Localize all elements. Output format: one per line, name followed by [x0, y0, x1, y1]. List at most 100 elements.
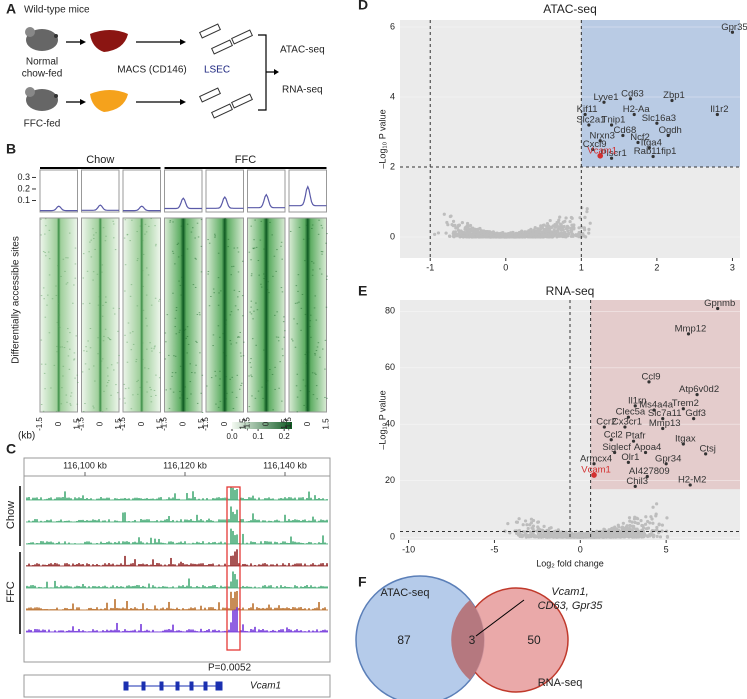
- heatmap-speck: [112, 307, 115, 309]
- heatmap-speck: [114, 249, 117, 251]
- colorbar-label: 0.2: [279, 432, 291, 441]
- heatmap-speck: [260, 283, 262, 285]
- heatmap-speck: [150, 401, 153, 403]
- heatmap-speck: [123, 397, 126, 399]
- x-tick-label: -1.5: [35, 417, 44, 431]
- heatmap-speck: [70, 404, 72, 406]
- heatmap-speck: [62, 365, 65, 367]
- background-point: [577, 235, 581, 239]
- heatmap-speck: [56, 321, 59, 323]
- heatmap-speck: [175, 309, 178, 311]
- background-point: [509, 235, 514, 239]
- heatmap-column: [288, 217, 327, 413]
- heatmap-speck: [62, 375, 64, 377]
- heatmap-speck: [236, 374, 239, 376]
- background-point: [621, 521, 625, 525]
- background-point: [615, 533, 619, 537]
- heatmap-speck: [67, 355, 70, 357]
- heatmap-speck: [169, 221, 171, 223]
- background-point: [494, 234, 498, 238]
- heatmap-speck: [194, 286, 197, 288]
- heatmap-speck: [217, 406, 220, 408]
- background-point: [630, 520, 634, 524]
- heatmap-speck: [42, 287, 45, 289]
- gene-point: [602, 425, 606, 429]
- heatmap-speck: [104, 301, 107, 303]
- background-point: [590, 533, 594, 537]
- background-point: [608, 533, 612, 537]
- heatmap-speck: [302, 238, 305, 240]
- heatmap-speck: [43, 372, 46, 374]
- heatmap-speck: [146, 391, 148, 393]
- heatmap-speck: [172, 391, 175, 393]
- heatmap-speck: [199, 352, 201, 354]
- heatmap-speck: [273, 255, 276, 257]
- background-point: [541, 234, 545, 238]
- gene-point: [647, 380, 651, 384]
- heatmap-speck: [74, 277, 77, 279]
- heatmap-speck: [58, 325, 60, 327]
- output-label: ATAC-seq: [280, 45, 325, 56]
- background-point: [545, 221, 550, 226]
- heatmap-speck: [58, 314, 61, 316]
- heatmap-speck: [324, 339, 327, 341]
- panel-letter: A: [6, 1, 16, 17]
- heatmap-speck: [109, 339, 112, 341]
- heatmap-speck: [101, 271, 103, 273]
- heatmap-speck: [40, 339, 43, 341]
- background-point: [552, 228, 556, 232]
- heatmap-speck: [299, 390, 302, 392]
- panel-letter: E: [358, 283, 367, 299]
- heatmap-speck: [169, 388, 172, 390]
- gene-label: Mmp12: [675, 323, 707, 334]
- heatmap-speck: [55, 294, 58, 296]
- background-point: [523, 532, 527, 536]
- heatmap-speck: [97, 353, 99, 355]
- heatmap-speck: [93, 407, 95, 409]
- heatmap-speck: [40, 218, 42, 220]
- heatmap-speck: [150, 389, 152, 391]
- background-point: [639, 518, 643, 523]
- gene-point: [591, 472, 597, 478]
- gene-label: Plscr1: [600, 148, 626, 159]
- gene-label: Ctsj: [699, 443, 715, 454]
- heatmap-speck: [250, 313, 253, 315]
- heatmap-speck: [269, 221, 271, 223]
- heatmap-speck: [274, 314, 276, 316]
- heatmap-speck: [136, 231, 138, 233]
- background-point: [521, 530, 526, 534]
- heatmap-speck: [293, 318, 295, 320]
- gene-label: Slc16a3: [642, 113, 676, 124]
- heatmap-speck: [65, 283, 68, 285]
- group-label: Chow: [5, 501, 17, 529]
- heatmap-speck: [56, 351, 58, 353]
- heatmap-speck: [63, 347, 66, 349]
- heatmap-speck: [280, 245, 282, 247]
- heatmap-speck: [217, 325, 220, 327]
- heatmap-speck: [110, 364, 113, 366]
- heatmap-speck: [324, 396, 326, 398]
- background-point: [513, 233, 518, 238]
- heatmap-speck: [217, 304, 220, 306]
- heatmap-speck: [214, 236, 216, 238]
- heatmap-speck: [136, 258, 139, 260]
- gene-label: Cd68: [614, 125, 637, 136]
- background-point: [463, 226, 468, 230]
- gene-label: Gpr34: [655, 453, 681, 464]
- heatmap-speck: [48, 332, 51, 334]
- heatmap-speck: [190, 231, 193, 233]
- heatmap-speck: [61, 387, 63, 389]
- heatmap-speck: [136, 381, 138, 383]
- background-point: [528, 234, 532, 239]
- heatmap-speck: [92, 279, 94, 281]
- heatmap-speck: [184, 386, 186, 388]
- heatmap-speck: [295, 285, 298, 287]
- heatmap-column: [164, 217, 203, 413]
- intersection-count: 3: [469, 633, 476, 647]
- heatmap-speck: [276, 311, 278, 313]
- background-point: [537, 229, 542, 233]
- heatmap-speck: [73, 284, 75, 286]
- background-point: [467, 227, 471, 231]
- background-point: [456, 228, 460, 232]
- y-axis-label: –Log₁₀ P value: [377, 109, 387, 168]
